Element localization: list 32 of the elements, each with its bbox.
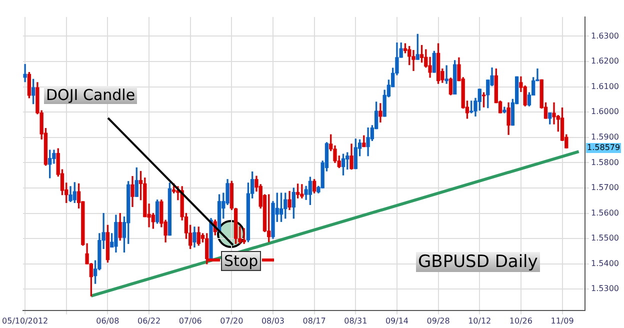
x-tick-label: 07/20 [220,316,244,326]
x-tick-label: 06/08 [96,316,120,326]
y-tick-label: 1.5500 [591,234,619,243]
x-tick-label: 06/22 [137,316,161,326]
x-tick-label: 11/09 [550,316,574,326]
y-tick-label: 1.6100 [591,82,619,91]
y-tick-label: 1.5700 [591,183,619,192]
y-tick-label: 1.6300 [591,31,619,40]
candlestick [23,64,27,82]
candlestick [412,50,416,71]
x-tick-label: 07/06 [178,316,202,326]
y-tick-label: 1.5400 [591,258,619,268]
x-tick-label: 10/12 [468,316,492,326]
x-tick-label: 08/17 [302,316,326,326]
annotation: GBPUSD Daily [416,252,540,272]
annotation: Stop [221,251,262,271]
candlestick [300,184,304,198]
y-tick-label: 1.6200 [591,56,619,66]
y-tick-label: 1.5600 [591,208,619,218]
x-tick-label: 09/14 [385,316,409,326]
annotation: DOJI Candle [44,86,138,104]
y-tick-label: 1.5800 [591,158,619,167]
x-tick-label: 05/10/2012 [2,316,48,326]
y-tick-label: 1.6000 [591,107,619,116]
x-tick-label: 08/03 [261,316,285,326]
y-tick-label: 1.5900 [591,132,619,142]
y-tick-label: 1.5300 [591,284,619,294]
x-tick-label: 09/28 [426,316,450,326]
x-tick-label: 08/31 [344,316,368,326]
candlestick [444,65,448,84]
x-tick-label: 10/26 [509,316,532,326]
text: 1.58579 [586,143,622,153]
